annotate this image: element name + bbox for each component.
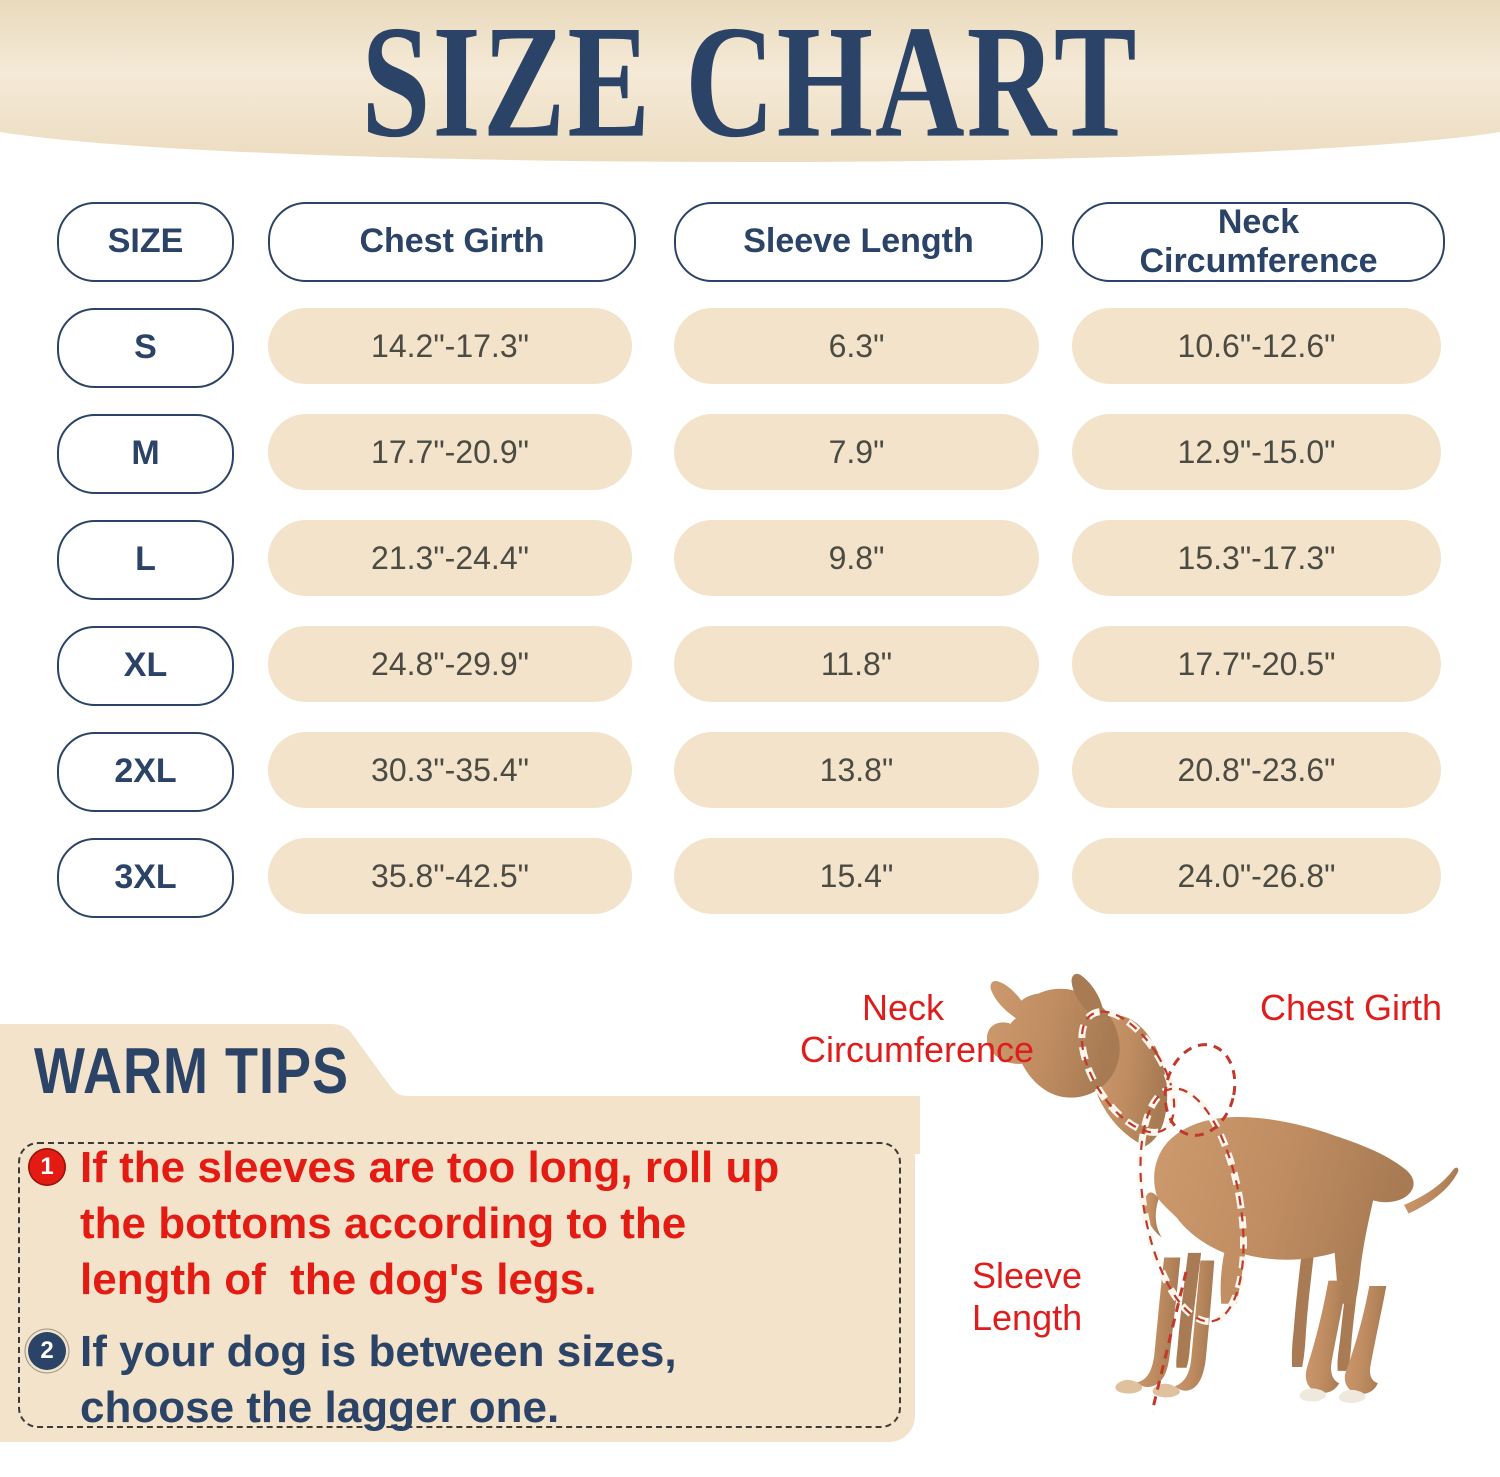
svg-text:Neck: Neck bbox=[862, 987, 945, 1028]
